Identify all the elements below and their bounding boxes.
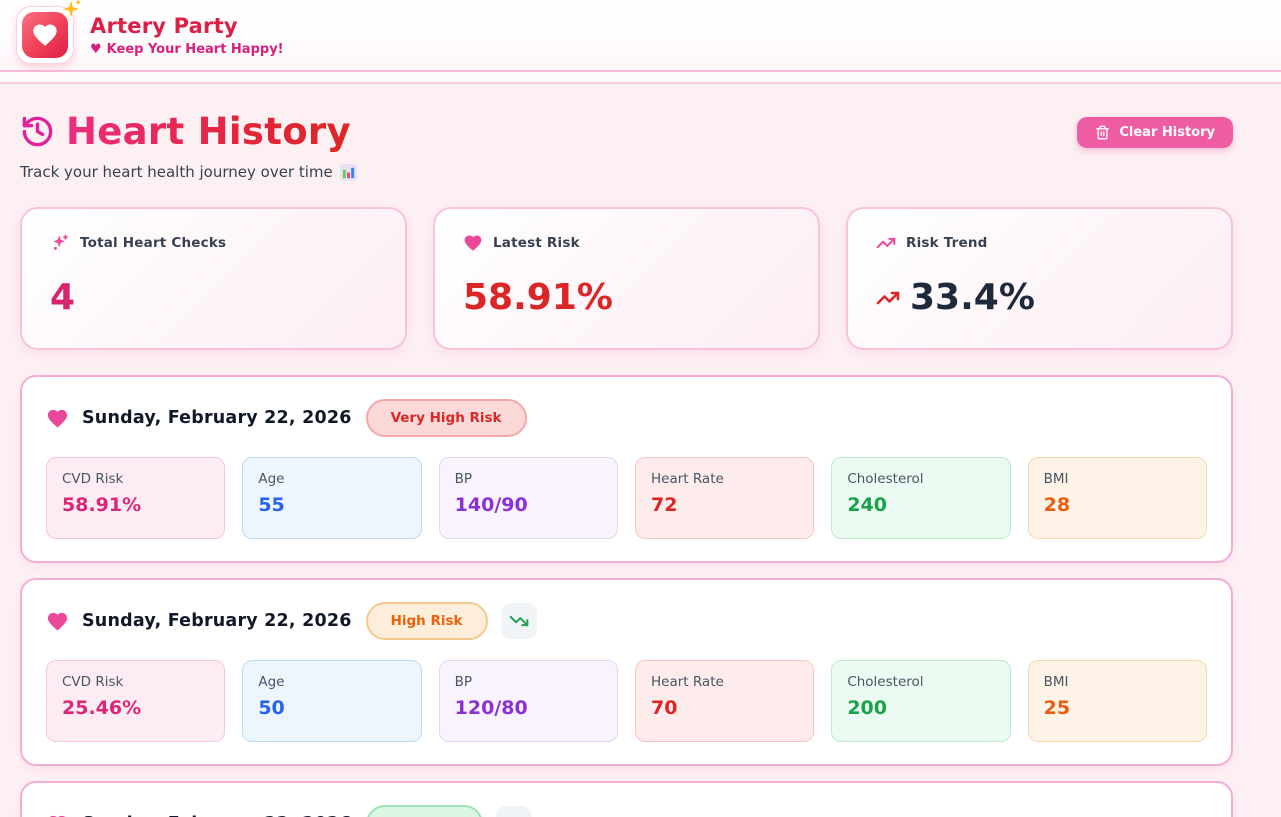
metric-value: 240: [847, 494, 887, 516]
trash-icon: [1096, 125, 1110, 140]
trending-up-icon: [876, 291, 900, 304]
metric-cholesterol: Cholesterol 200: [831, 660, 1011, 742]
stat-value-risk-trend: 33.4%: [876, 277, 1203, 318]
app-title: Artery Party: [90, 13, 238, 38]
metric-heart-rate: Heart Rate 72: [634, 457, 815, 539]
stat-card-latest-risk: Latest Risk 58.91%: [433, 207, 820, 350]
stat-label-row: Latest Risk: [463, 233, 790, 253]
metric-label: BP: [454, 471, 473, 487]
stat-value-latest-risk: 58.91%: [463, 277, 613, 318]
metric-label: BMI: [1043, 471, 1069, 487]
heart-glyph-icon: ♥: [90, 41, 102, 57]
metric-value: 72: [650, 494, 678, 516]
heart-icon: [464, 235, 482, 251]
metric-label: CVD Risk: [62, 471, 124, 487]
stat-card-total-checks: Total Heart Checks 4: [20, 207, 407, 350]
risk-trend-value: 33.4%: [910, 277, 1035, 318]
stat-label: Risk Trend: [906, 235, 988, 251]
metric-value: 55: [258, 494, 285, 516]
trending-down-icon: [509, 615, 528, 627]
stat-label-row: Total Heart Checks: [50, 233, 377, 253]
clear-history-label: Clear History: [1119, 125, 1215, 140]
metric-cholesterol: Cholesterol 240: [831, 457, 1011, 539]
metric-label: Age: [258, 674, 285, 690]
stat-label: Total Heart Checks: [80, 235, 227, 251]
brand-text: Artery Party ♥ Keep Your Heart Happy!: [90, 14, 284, 57]
history-entry: Sunday, February 22, 2026 Low Risk: [20, 781, 1233, 817]
page-head: Heart History Track your heart health jo…: [20, 84, 1233, 181]
metric-bp: BP 140/90: [438, 457, 618, 539]
stat-value-total-checks: 4: [50, 277, 76, 318]
sparkles-icon: [53, 234, 68, 250]
metrics-row: CVD Risk 58.91% Age 55 BP 140/90 Heart R…: [46, 457, 1207, 539]
stat-label-row: Risk Trend: [876, 233, 1203, 253]
page-subtitle: Track your heart health journey over tim…: [20, 163, 1233, 181]
metric-value: 28: [1043, 494, 1071, 516]
stat-label: Latest Risk: [493, 235, 580, 251]
app-tagline: ♥ Keep Your Heart Happy!: [90, 42, 284, 57]
metric-value: 200: [847, 697, 887, 719]
metrics-row: CVD Risk 25.46% Age 50 BP 120/80 Heart R…: [46, 660, 1207, 742]
metric-label: Cholesterol: [847, 471, 924, 487]
heart-icon: [47, 409, 68, 427]
stat-card-risk-trend: Risk Trend 33.4%: [846, 207, 1233, 350]
metric-bmi: BMI 25: [1027, 660, 1207, 742]
entry-header: Sunday, February 22, 2026 High Risk: [46, 602, 1207, 640]
metric-value: 58.91%: [62, 494, 142, 516]
history-clock-icon: [22, 116, 53, 147]
clear-history-button[interactable]: Clear History: [1077, 117, 1233, 148]
metric-value: 25: [1043, 697, 1071, 719]
metric-cvd-risk: CVD Risk 25.46%: [46, 660, 226, 742]
entry-date: Sunday, February 22, 2026: [82, 611, 352, 631]
metric-bmi: BMI 28: [1027, 457, 1207, 539]
main-content: Heart History Track your heart health jo…: [20, 84, 1233, 817]
stats-row: Total Heart Checks 4 Latest Risk 58.91% …: [20, 207, 1233, 350]
metric-label: Age: [258, 471, 285, 487]
metric-age: Age 50: [242, 660, 422, 742]
page-title-row: Heart History: [20, 110, 1233, 153]
bar-chart-icon: [339, 163, 357, 181]
metric-label: BP: [454, 674, 473, 690]
risk-badge: High Risk: [365, 602, 488, 640]
entry-header: Sunday, February 22, 2026 Low Risk: [46, 805, 1207, 817]
metric-bp: BP 120/80: [438, 660, 618, 742]
metric-value: 25.46%: [62, 697, 142, 719]
risk-badge: Very High Risk: [365, 399, 527, 437]
tagline-text: Keep Your Heart Happy!: [106, 41, 284, 57]
page-subtitle-text: Track your heart health journey over tim…: [20, 163, 333, 181]
metric-value: 120/80: [454, 697, 528, 719]
metric-age: Age 55: [242, 457, 422, 539]
trend-indicator: [500, 603, 537, 639]
page-title: Heart History: [66, 110, 351, 153]
risk-badge: Low Risk: [365, 805, 483, 817]
app-header: Artery Party ♥ Keep Your Heart Happy!: [0, 0, 1281, 72]
sparkle-icon: [62, 0, 80, 18]
heart-icon: [49, 815, 66, 817]
metric-label: BMI: [1043, 674, 1069, 690]
history-entry: Sunday, February 22, 2026 High Risk CVD …: [20, 578, 1233, 766]
metric-label: Heart Rate: [650, 674, 724, 690]
metric-label: Heart Rate: [650, 471, 724, 487]
header-sub-strip: [0, 72, 1281, 84]
metric-label: CVD Risk: [62, 674, 124, 690]
metric-cvd-risk: CVD Risk 58.91%: [46, 457, 226, 539]
entry-header: Sunday, February 22, 2026 Very High Risk: [46, 399, 1207, 437]
heart-icon: [47, 612, 68, 630]
metric-value: 140/90: [454, 494, 528, 516]
history-entry: Sunday, February 22, 2026 Very High Risk…: [20, 375, 1233, 563]
trend-indicator: [495, 806, 532, 817]
entry-date: Sunday, February 22, 2026: [82, 814, 352, 817]
app-logo[interactable]: [16, 0, 80, 64]
logo-heart-tile: [22, 12, 68, 58]
heart-icon: [33, 24, 57, 46]
metric-heart-rate: Heart Rate 70: [634, 660, 815, 742]
trending-up-icon: [876, 237, 896, 249]
metric-value: 70: [650, 697, 678, 719]
metric-value: 50: [258, 697, 285, 719]
metric-label: Cholesterol: [847, 674, 924, 690]
entry-date: Sunday, February 22, 2026: [82, 408, 352, 428]
